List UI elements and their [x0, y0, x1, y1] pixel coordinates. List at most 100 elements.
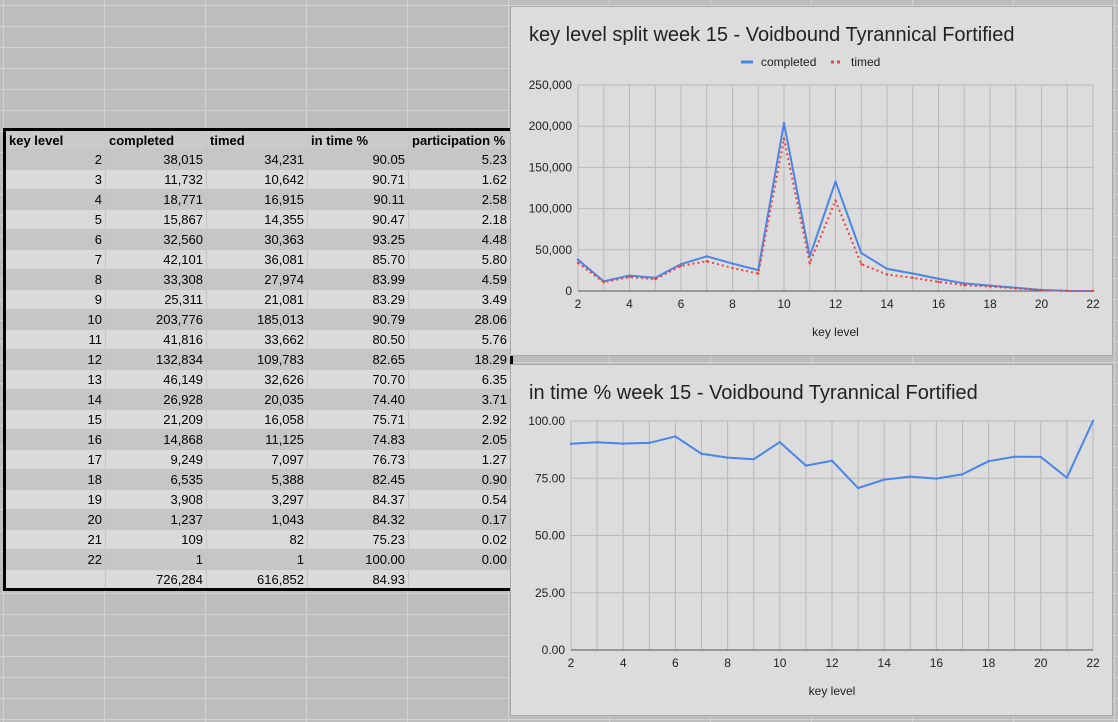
table-cell[interactable]: 7 [4, 249, 106, 270]
table-cell[interactable]: 36,081 [206, 249, 308, 270]
table-cell[interactable]: 90.05 [307, 149, 409, 170]
table-cell[interactable]: 82 [206, 529, 308, 550]
table-cell[interactable]: 15 [4, 409, 106, 430]
table-cell[interactable]: 21,209 [105, 409, 207, 430]
completed-timed-chart[interactable]: key level split week 15 - Voidbound Tyra… [510, 6, 1113, 356]
table-cell[interactable]: 90.47 [307, 209, 409, 230]
table-cell[interactable]: 132,834 [105, 349, 207, 370]
column-header[interactable]: participation % [408, 129, 512, 150]
table-cell[interactable]: 6 [4, 229, 106, 250]
table-cell[interactable]: 7,097 [206, 449, 308, 470]
table-cell[interactable]: 4.48 [408, 229, 512, 250]
table-cell[interactable]: 75.71 [307, 409, 409, 430]
table-cell[interactable]: 0.17 [408, 509, 512, 530]
table-cell[interactable]: 20,035 [206, 389, 308, 410]
column-header[interactable]: key level [4, 129, 106, 150]
table-cell[interactable]: 85.70 [307, 249, 409, 270]
table-cell[interactable]: 18 [4, 469, 106, 490]
table-cell[interactable]: 0.54 [408, 489, 512, 510]
in-time-chart[interactable]: in time % week 15 - Voidbound Tyrannical… [510, 364, 1113, 716]
table-cell[interactable]: 74.83 [307, 429, 409, 450]
table-cell[interactable]: 38,015 [105, 149, 207, 170]
table-cell[interactable]: 21,081 [206, 289, 308, 310]
table-cell[interactable]: 100.00 [307, 549, 409, 570]
table-cell[interactable]: 32,626 [206, 369, 308, 390]
table-cell[interactable]: 10 [4, 309, 106, 330]
table-cell[interactable]: 1,237 [105, 509, 207, 530]
table-cell[interactable]: 42,101 [105, 249, 207, 270]
table-cell[interactable]: 28.06 [408, 309, 512, 330]
table-cell[interactable]: 3.49 [408, 289, 512, 310]
table-cell[interactable]: 9 [4, 289, 106, 310]
table-cell[interactable]: 2.92 [408, 409, 512, 430]
table-cell[interactable]: 16,058 [206, 409, 308, 430]
table-cell[interactable]: 1 [105, 549, 207, 570]
table-cell[interactable]: 46,149 [105, 369, 207, 390]
table-cell[interactable]: 11,125 [206, 429, 308, 450]
table-cell[interactable]: 19 [4, 489, 106, 510]
table-cell[interactable]: 26,928 [105, 389, 207, 410]
table-cell[interactable]: 3,297 [206, 489, 308, 510]
table-cell[interactable]: 83.99 [307, 269, 409, 290]
table-cell[interactable]: 6,535 [105, 469, 207, 490]
table-cell[interactable]: 70.70 [307, 369, 409, 390]
table-cell[interactable]: 84.37 [307, 489, 409, 510]
table-cell[interactable]: 4 [4, 189, 106, 210]
table-cell[interactable]: 83.29 [307, 289, 409, 310]
table-cell[interactable]: 32,560 [105, 229, 207, 250]
table-cell[interactable]: 18,771 [105, 189, 207, 210]
table-cell[interactable]: 75.23 [307, 529, 409, 550]
table-cell[interactable]: 3,908 [105, 489, 207, 510]
table-cell[interactable]: 82.45 [307, 469, 409, 490]
table-cell[interactable]: 80.50 [307, 329, 409, 350]
table-cell[interactable]: 2.58 [408, 189, 512, 210]
table-cell[interactable]: 109,783 [206, 349, 308, 370]
table-cell[interactable]: 41,816 [105, 329, 207, 350]
table-cell[interactable]: 17 [4, 449, 106, 470]
table-cell[interactable]: 5 [4, 209, 106, 230]
table-cell[interactable]: 0.00 [408, 549, 512, 570]
table-cell[interactable]: 14,868 [105, 429, 207, 450]
column-header[interactable]: completed [105, 129, 207, 150]
table-cell[interactable]: 33,662 [206, 329, 308, 350]
table-cell[interactable]: 1 [206, 549, 308, 570]
table-cell[interactable]: 109 [105, 529, 207, 550]
table-cell[interactable]: 3.71 [408, 389, 512, 410]
column-header[interactable]: timed [206, 129, 308, 150]
table-cell[interactable]: 82.65 [307, 349, 409, 370]
table-cell[interactable]: 0.90 [408, 469, 512, 490]
table-cell[interactable]: 33,308 [105, 269, 207, 290]
table-cell[interactable]: 11,732 [105, 169, 207, 190]
table-cell[interactable]: 1.62 [408, 169, 512, 190]
table-cell[interactable]: 1.27 [408, 449, 512, 470]
table-cell[interactable]: 22 [4, 549, 106, 570]
table-cell[interactable]: 2.18 [408, 209, 512, 230]
table-cell[interactable]: 10,642 [206, 169, 308, 190]
table-cell[interactable]: 74.40 [307, 389, 409, 410]
total-cell[interactable]: 84.93 [307, 569, 409, 590]
table-cell[interactable]: 9,249 [105, 449, 207, 470]
table-cell[interactable]: 12 [4, 349, 106, 370]
table-cell[interactable]: 203,776 [105, 309, 207, 330]
table-cell[interactable]: 18.29 [408, 349, 512, 370]
table-cell[interactable]: 27,974 [206, 269, 308, 290]
column-header[interactable]: in time % [307, 129, 409, 150]
table-cell[interactable]: 0.02 [408, 529, 512, 550]
table-cell[interactable]: 5.80 [408, 249, 512, 270]
table-cell[interactable]: 14,355 [206, 209, 308, 230]
table-cell[interactable]: 2.05 [408, 429, 512, 450]
total-cell[interactable] [4, 569, 106, 590]
table-cell[interactable]: 90.11 [307, 189, 409, 210]
table-cell[interactable]: 3 [4, 169, 106, 190]
total-cell[interactable]: 726,284 [105, 569, 207, 590]
table-cell[interactable]: 11 [4, 329, 106, 350]
table-cell[interactable]: 14 [4, 389, 106, 410]
table-cell[interactable]: 84.32 [307, 509, 409, 530]
total-cell[interactable] [408, 569, 512, 590]
total-cell[interactable]: 616,852 [206, 569, 308, 590]
table-cell[interactable]: 15,867 [105, 209, 207, 230]
table-cell[interactable]: 25,311 [105, 289, 207, 310]
table-cell[interactable]: 34,231 [206, 149, 308, 170]
table-cell[interactable]: 2 [4, 149, 106, 170]
table-cell[interactable]: 8 [4, 269, 106, 290]
